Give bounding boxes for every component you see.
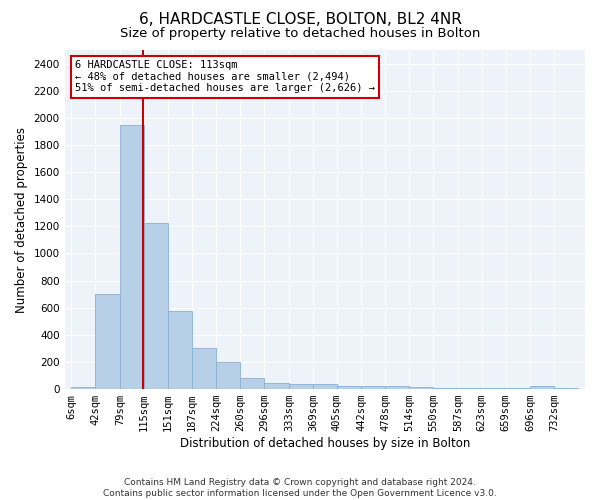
Bar	[433, 388, 458, 389]
Bar	[530, 386, 554, 389]
Bar	[241, 378, 264, 389]
Bar	[71, 387, 95, 389]
Bar	[554, 388, 578, 389]
X-axis label: Distribution of detached houses by size in Bolton: Distribution of detached houses by size …	[179, 437, 470, 450]
Bar	[409, 386, 433, 389]
Bar	[168, 311, 192, 389]
Bar	[361, 386, 385, 389]
Bar	[217, 362, 241, 389]
Bar	[95, 294, 120, 389]
Bar	[458, 388, 482, 389]
Bar	[192, 348, 217, 389]
Bar	[337, 386, 361, 389]
Text: Size of property relative to detached houses in Bolton: Size of property relative to detached ho…	[120, 28, 480, 40]
Text: 6 HARDCASTLE CLOSE: 113sqm
← 48% of detached houses are smaller (2,494)
51% of s: 6 HARDCASTLE CLOSE: 113sqm ← 48% of deta…	[75, 60, 375, 94]
Bar	[120, 124, 144, 389]
Bar	[144, 223, 168, 389]
Bar	[313, 384, 337, 389]
Y-axis label: Number of detached properties: Number of detached properties	[15, 126, 28, 312]
Bar	[264, 383, 289, 389]
Bar	[385, 386, 409, 389]
Bar	[506, 388, 530, 389]
Text: 6, HARDCASTLE CLOSE, BOLTON, BL2 4NR: 6, HARDCASTLE CLOSE, BOLTON, BL2 4NR	[139, 12, 461, 28]
Text: Contains HM Land Registry data © Crown copyright and database right 2024.
Contai: Contains HM Land Registry data © Crown c…	[103, 478, 497, 498]
Bar	[289, 384, 313, 389]
Bar	[482, 388, 506, 389]
